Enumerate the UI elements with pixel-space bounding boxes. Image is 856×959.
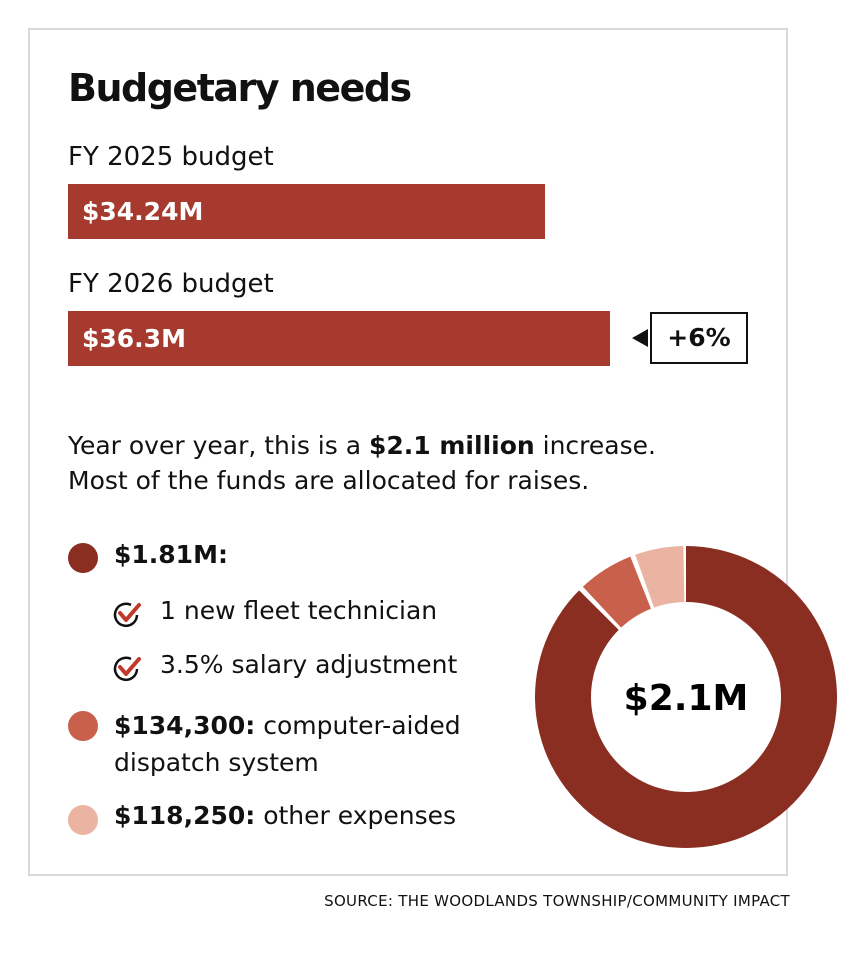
detail-fleet-technician: 1 new fleet technician (160, 596, 438, 625)
legend-label-1: $1.81M: (114, 540, 228, 569)
pointer-arrow-icon (632, 329, 648, 347)
donut-center-label: $2.1M (624, 678, 749, 719)
legend-value-2: $134,300: (114, 711, 256, 740)
summary-post: increase. (534, 431, 656, 460)
summary-bold: $2.1 million (369, 431, 535, 460)
legend-dot-mid (68, 711, 98, 741)
legend-desc-2b: dispatch system (114, 748, 319, 777)
summary-pre: Year over year, this is a (68, 431, 369, 460)
chart-title: Budgetary needs (68, 66, 412, 110)
change-badge: +6% (650, 312, 748, 364)
legend-desc-2: computer-aided (255, 711, 461, 740)
bar-fy2026: $36.3M (68, 311, 611, 366)
donut-slice-1 (534, 546, 837, 848)
donut-slice-3 (635, 546, 685, 608)
legend-desc-3: other expenses (255, 801, 457, 830)
source-note: SOURCE: THE WOODLANDS TOWNSHIP/COMMUNITY… (324, 892, 790, 910)
bar-label-fy2026: FY 2026 budget (68, 269, 274, 299)
bar-fy2025: $34.24M (68, 184, 546, 239)
legend-dot-dark (68, 543, 98, 573)
legend-dot-light (68, 805, 98, 835)
detail-salary-adjustment: 3.5% salary adjustment (160, 650, 458, 679)
bar-label-fy2025: FY 2025 budget (68, 142, 274, 172)
summary-text: Year over year, this is a $2.1 million i… (68, 428, 656, 498)
infographic-card (28, 28, 788, 876)
donut-chart: $2.1M (534, 546, 837, 848)
legend-label-2: $134,300: computer-aided dispatch system (114, 707, 461, 781)
legend-value-3: $118,250: (114, 801, 256, 830)
legend-label-3: $118,250: other expenses (114, 801, 456, 830)
check-icon (113, 656, 141, 682)
summary-line2: Most of the funds are allocated for rais… (68, 466, 590, 495)
check-icon (113, 602, 141, 628)
donut-slice-2 (582, 556, 651, 628)
